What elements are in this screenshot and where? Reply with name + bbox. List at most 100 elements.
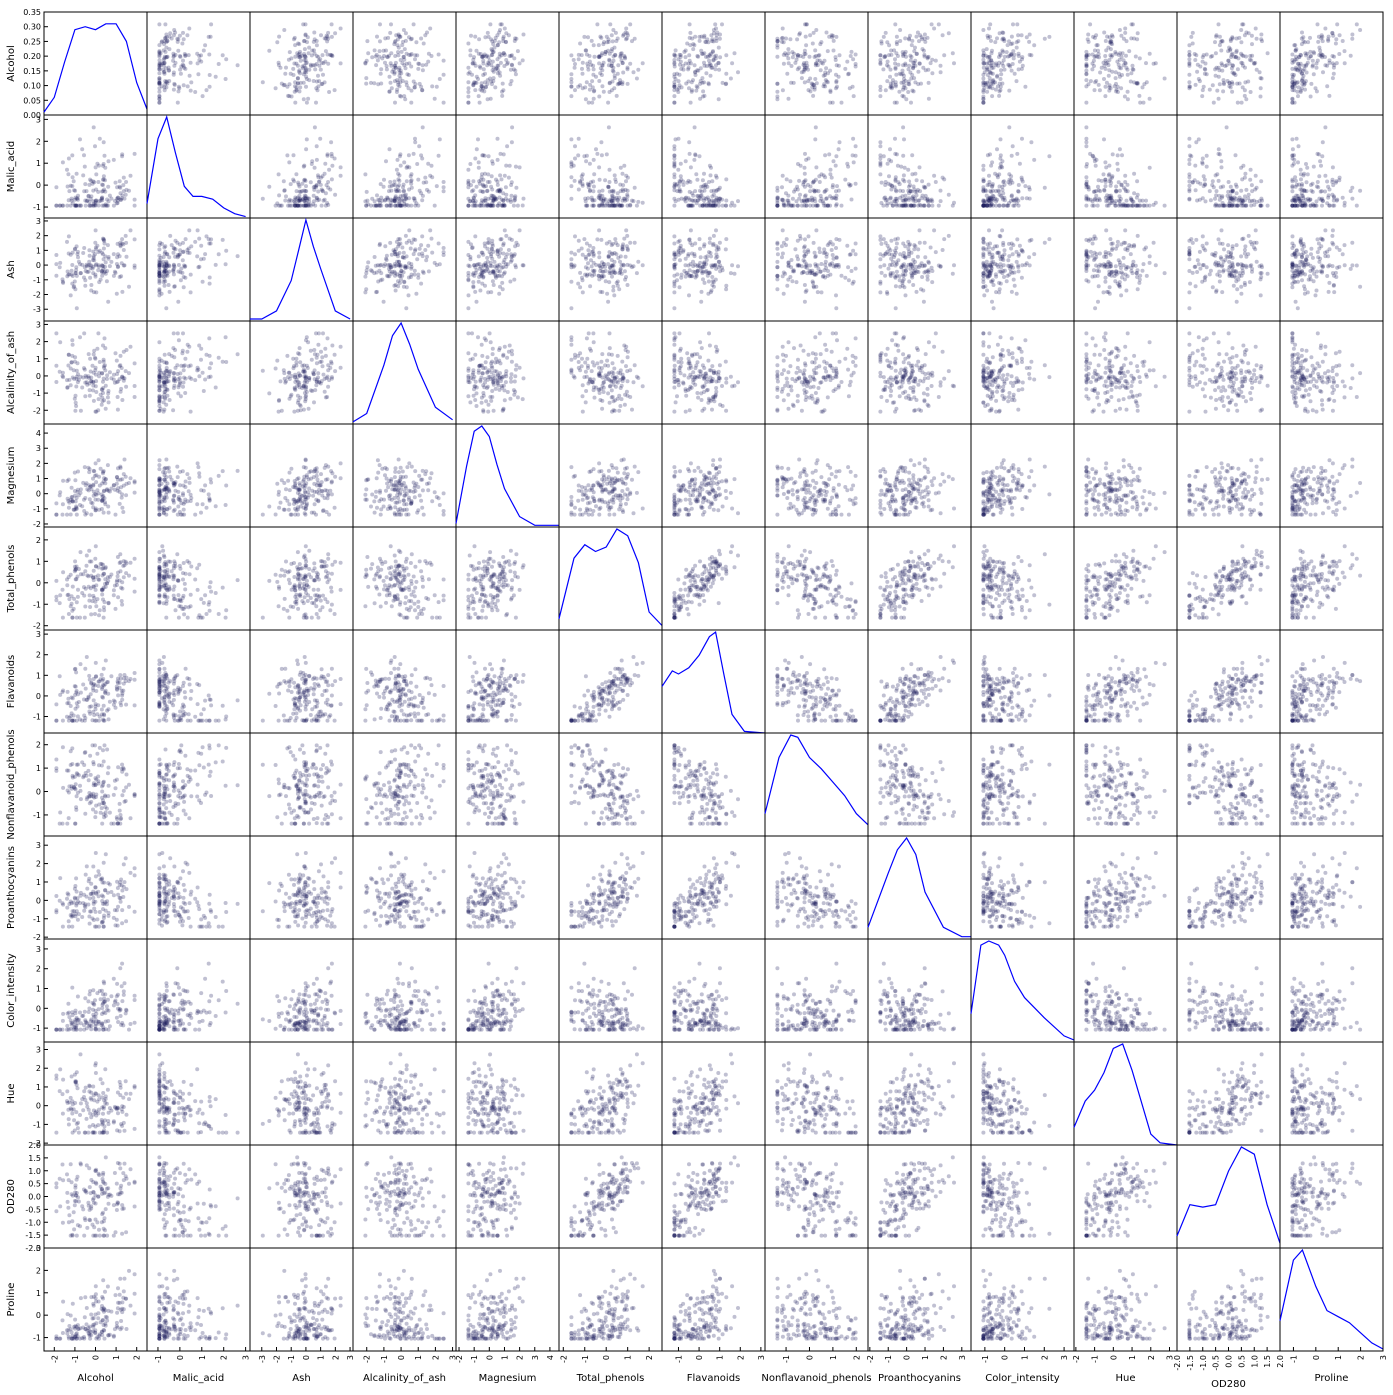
scatter-point [338, 165, 343, 170]
scatter-point [711, 241, 716, 246]
scatter-point [1027, 39, 1032, 44]
scatter-point [1187, 172, 1192, 177]
scatter-point [297, 55, 302, 60]
scatter-point [1193, 188, 1198, 193]
scatter-point [786, 277, 791, 282]
scatter-point [1254, 185, 1259, 190]
scatter-point [171, 51, 176, 56]
scatter-point [676, 248, 681, 253]
scatter-point [82, 164, 87, 169]
scatter-point [485, 188, 490, 193]
scatter-point [622, 55, 627, 60]
scatter-point [167, 255, 172, 260]
scatter-point [580, 183, 585, 188]
scatter-point [365, 265, 370, 270]
scatter-point [903, 36, 908, 41]
scatter-point [1320, 203, 1324, 208]
scatter-point [1315, 58, 1320, 63]
scatter-point [903, 49, 908, 54]
scatter-point [402, 63, 407, 68]
scatter-point [206, 34, 211, 39]
scatter-point [312, 63, 317, 68]
scatter-point [404, 61, 409, 66]
scatter-point [87, 262, 92, 267]
scatter-point [1002, 39, 1007, 43]
scatter-point [320, 53, 325, 58]
scatter-point [624, 173, 629, 178]
scatter-point [287, 203, 292, 208]
scatter-point [981, 54, 986, 58]
scatter-point [790, 55, 795, 60]
scatter-point [503, 262, 508, 266]
scatter-point [195, 51, 200, 56]
scatter-point [797, 178, 802, 183]
scatter-point [485, 255, 490, 260]
scatter-point [472, 80, 477, 85]
scatter-point [606, 125, 611, 130]
scatter-point [586, 261, 590, 266]
scatter-point [483, 244, 487, 249]
scatter-point [709, 263, 714, 268]
scatter-point [500, 89, 504, 94]
scatter-point [161, 61, 166, 66]
scatter-point [692, 254, 697, 259]
scatter-point [698, 255, 703, 260]
scatter-point [167, 34, 172, 39]
cell-Malic_acid-vs-Nonflavanoid_phenols [764, 114, 869, 219]
scatter-point [998, 137, 1003, 142]
scatter-point [501, 39, 506, 44]
scatter-point [1213, 73, 1218, 78]
scatter-point [287, 82, 292, 87]
scatter-point [988, 22, 993, 27]
scatter-point [1029, 53, 1034, 58]
scatter-point [1320, 53, 1325, 58]
scatter-point [584, 159, 589, 164]
scatter-point [1259, 76, 1264, 81]
scatter-point [775, 252, 780, 257]
scatter-point [1115, 59, 1120, 64]
scatter-point [300, 64, 305, 69]
scatter-point [1135, 80, 1140, 85]
scatter-point [1214, 189, 1219, 194]
scatter-point [942, 237, 947, 242]
scatter-point [834, 255, 839, 260]
scatter-point [89, 283, 94, 287]
scatter-point [926, 260, 931, 265]
scatter-point [1202, 66, 1207, 71]
scatter-point [1314, 199, 1319, 204]
scatter-point [609, 88, 614, 93]
scatter-point [808, 271, 813, 276]
scatter-point [158, 51, 163, 56]
scatter-point [881, 34, 886, 39]
scatter-point [1315, 22, 1320, 27]
scatter-point [157, 100, 162, 105]
scatter-point [901, 173, 906, 178]
scatter-point [285, 84, 290, 89]
scatter-point [392, 269, 397, 274]
scatter-point [220, 237, 225, 242]
scatter-point [1323, 26, 1328, 31]
scatter-point [1187, 157, 1192, 162]
scatter-point [899, 164, 904, 169]
scatter-point [400, 245, 405, 250]
scatter-point [404, 83, 409, 88]
scatter-point [819, 262, 824, 266]
scatter-point [600, 290, 605, 295]
scatter-point [486, 154, 491, 159]
scatter-point [780, 88, 785, 93]
scatter-point [699, 289, 704, 294]
scatter-point [489, 290, 494, 295]
scatter-point [54, 262, 59, 267]
scatter-point [492, 195, 497, 200]
scatter-point [378, 71, 383, 76]
scatter-point [573, 144, 577, 149]
scatter-point [157, 279, 162, 284]
scatter-point [673, 137, 678, 142]
scatter-point [590, 100, 595, 105]
scatter-point [694, 172, 699, 177]
scatter-point [1239, 51, 1244, 56]
scatter-point [715, 30, 720, 35]
scatter-point [591, 184, 596, 189]
scatter-point [396, 171, 401, 176]
scatter-point [181, 83, 186, 88]
